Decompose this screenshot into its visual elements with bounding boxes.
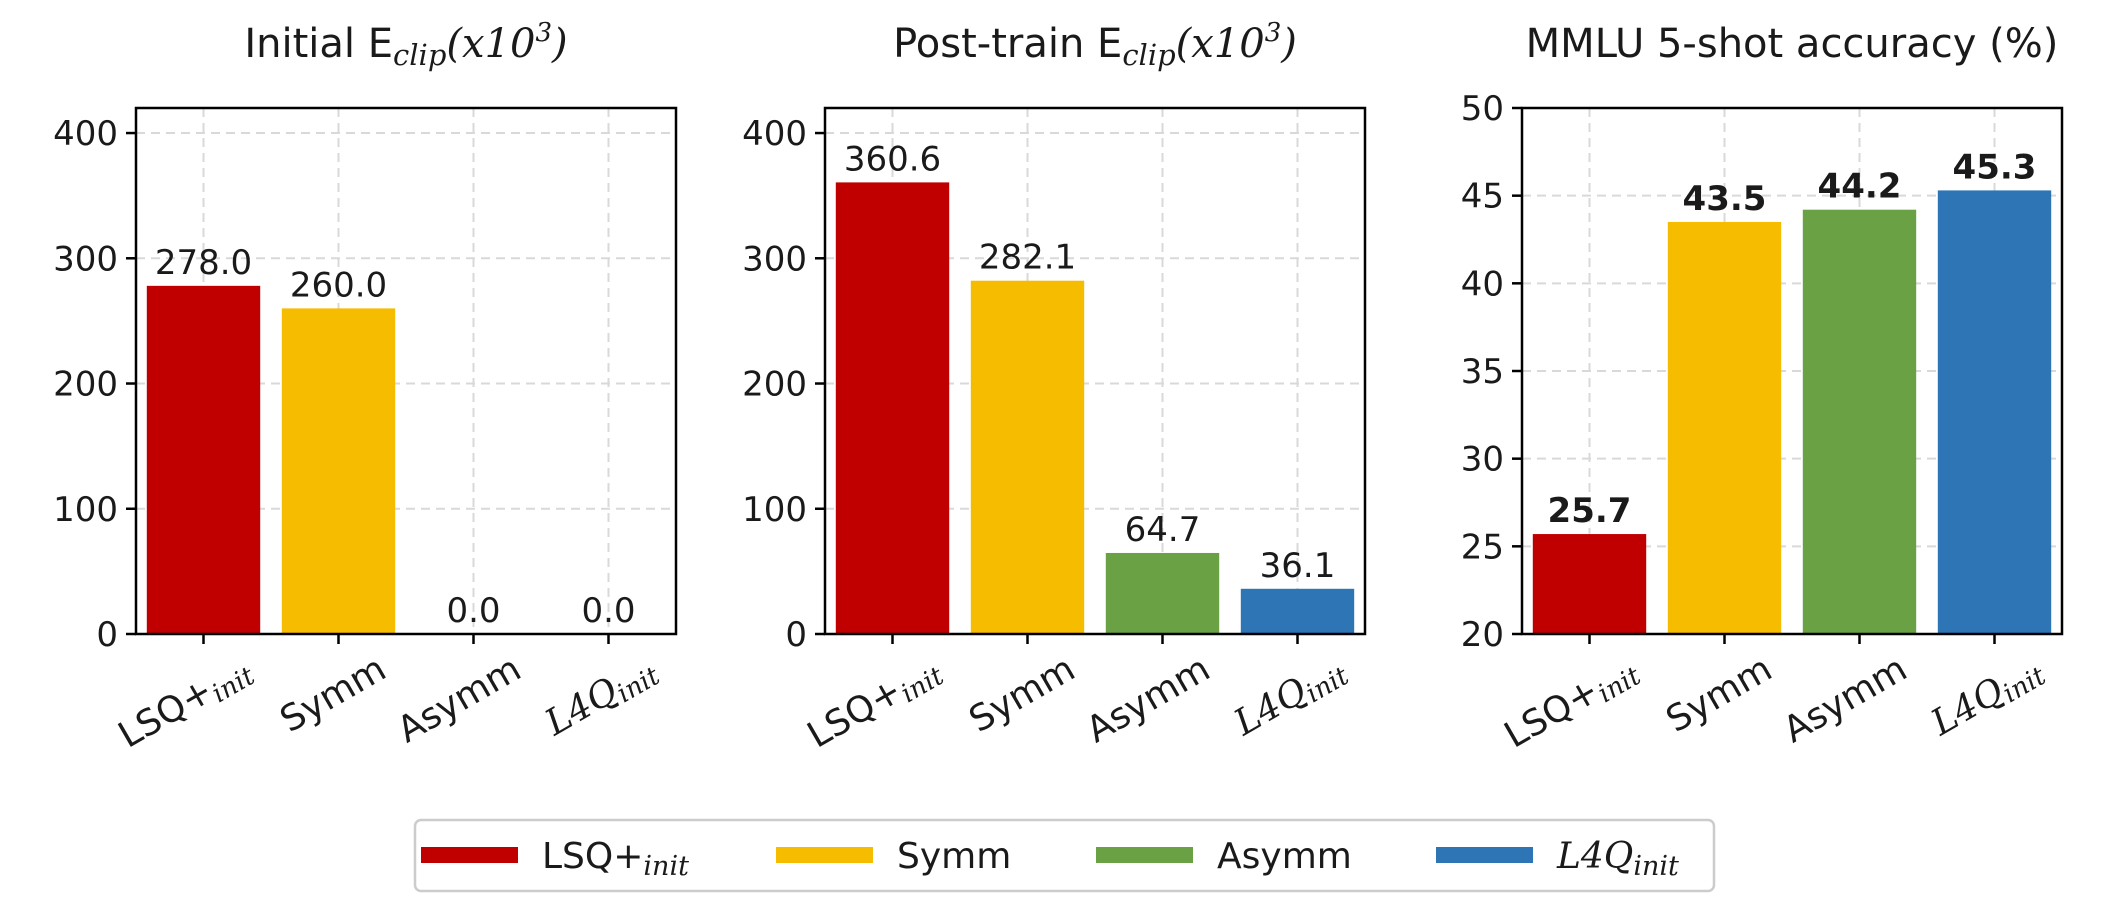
- chart-title: Initial Eclip(x103): [244, 18, 567, 72]
- data-label: 45.3: [1953, 147, 2037, 187]
- bar-1: [146, 285, 261, 634]
- legend-swatch: [776, 847, 873, 863]
- legend-entry: L4Qinit: [1436, 836, 1679, 882]
- legend-entry: Asymm: [1096, 836, 1352, 877]
- x-tick-label: LSQ+init: [1498, 648, 1647, 760]
- data-label: 260.0: [290, 265, 387, 305]
- y-tick-label: 100: [742, 490, 807, 530]
- legend-swatch: [421, 847, 518, 863]
- chart-panel-1: 278.0 260.0 0.0 0.0 0 100 200 300 400 LSQ+init Sym…: [53, 18, 678, 760]
- bar-2: [970, 280, 1085, 634]
- legend-box: [413, 818, 1716, 893]
- legend-label: Asymm: [1217, 836, 1352, 877]
- legend-swatch: [1096, 847, 1193, 863]
- chart-title: MMLU 5-shot accuracy (%): [1526, 21, 2059, 67]
- bar-4: [1937, 190, 2052, 634]
- y-tick-label: 25: [1461, 527, 1504, 567]
- x-tick-label: Symm: [274, 648, 393, 741]
- y-tick-label: 40: [1461, 264, 1504, 304]
- x-tick-label: Symm: [963, 648, 1082, 741]
- data-label: 43.5: [1683, 179, 1767, 219]
- bar-3: [1802, 209, 1917, 634]
- y-tick-label: 200: [742, 365, 807, 405]
- legend-label: Symm: [897, 836, 1011, 877]
- x-tick-label: L4Qinit: [1924, 648, 2052, 748]
- legend-label: L4Qinit: [1556, 836, 1679, 882]
- chart-title: Post-train Eclip(x103): [893, 18, 1297, 72]
- y-tick-label: 400: [742, 114, 807, 154]
- y-tick-label: 200: [53, 365, 118, 405]
- x-tick-label: Asymm: [391, 648, 528, 751]
- y-tick-label: 300: [742, 239, 807, 279]
- y-tick-label: 0: [785, 615, 807, 655]
- x-tick-label: LSQ+init: [112, 648, 261, 760]
- bar-2: [1667, 221, 1782, 634]
- data-label: 278.0: [155, 243, 252, 283]
- bar-1: [835, 182, 950, 635]
- data-label: 0.0: [581, 591, 635, 631]
- chart-panel-2: 360.6 282.1 64.7 36.1 0 100 200 300 400 LSQ+init S…: [742, 18, 1367, 760]
- data-label: 36.1: [1260, 546, 1336, 586]
- data-label: 44.2: [1818, 167, 1902, 207]
- bar-1: [1532, 534, 1647, 634]
- legend-entry: LSQ+init: [421, 836, 689, 882]
- bar-4: [1240, 588, 1355, 634]
- data-label: 0.0: [446, 591, 500, 631]
- axes-frame: [823, 106, 1367, 636]
- legend: LSQ+init Symm Asymm L4Qinit: [413, 818, 1716, 893]
- y-tick-label: 0: [96, 615, 118, 655]
- y-tick-label: 50: [1461, 89, 1504, 129]
- data-label: 64.7: [1125, 510, 1201, 550]
- x-tick-label: Asymm: [1080, 648, 1217, 751]
- legend-entry: Symm: [776, 836, 1011, 877]
- axes-frame: [134, 106, 678, 636]
- bar-3: [1105, 552, 1220, 634]
- bar-2: [281, 308, 396, 634]
- chart-panel-3: 25.7 43.5 44.2 45.3 20 25 30 35 40 45 50 LSQ+init Sy…: [1461, 21, 2064, 760]
- x-tick-label: L4Qinit: [538, 648, 666, 748]
- y-tick-label: 30: [1461, 440, 1504, 480]
- legend-label: LSQ+init: [542, 836, 689, 882]
- y-tick-label: 20: [1461, 615, 1504, 655]
- x-tick-label: Symm: [1660, 648, 1779, 741]
- y-tick-label: 45: [1461, 177, 1504, 217]
- legend-swatch: [1436, 847, 1533, 863]
- x-tick-label: LSQ+init: [801, 648, 950, 760]
- x-tick-label: Asymm: [1777, 648, 1914, 751]
- data-label: 25.7: [1548, 491, 1632, 531]
- data-label: 282.1: [979, 238, 1076, 278]
- y-tick-label: 300: [53, 239, 118, 279]
- data-label: 360.6: [844, 139, 941, 179]
- y-tick-label: 35: [1461, 352, 1504, 392]
- y-tick-label: 100: [53, 490, 118, 530]
- x-tick-label: L4Qinit: [1227, 648, 1355, 748]
- y-tick-label: 400: [53, 114, 118, 154]
